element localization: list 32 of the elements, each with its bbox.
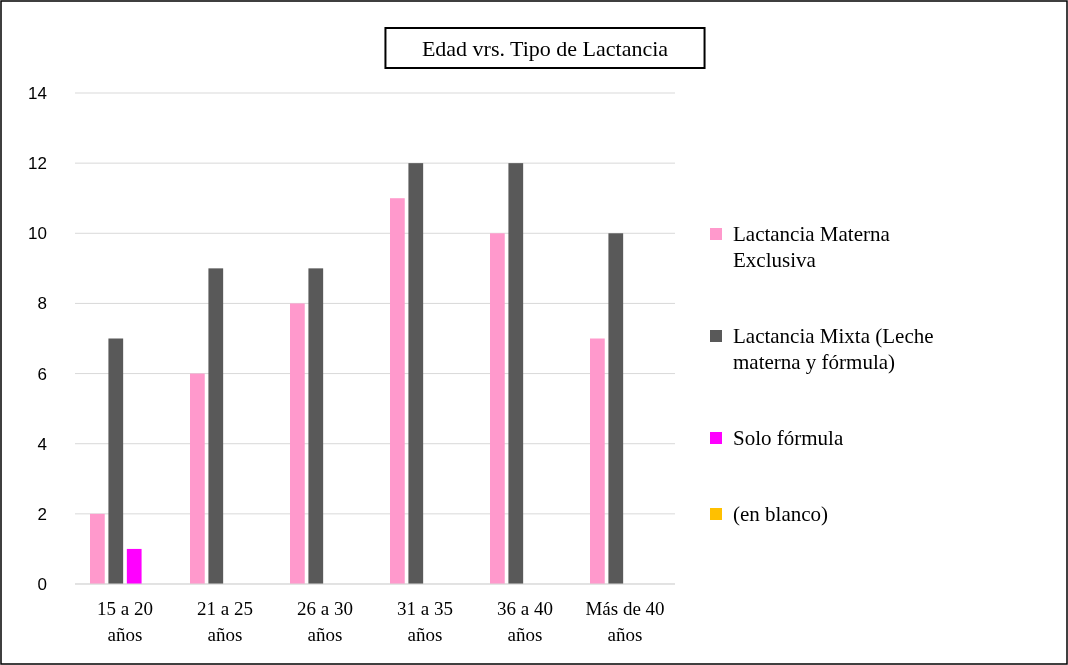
- legend-label: Lactancia Materna Exclusiva: [733, 222, 891, 272]
- y-tick-label: 10: [28, 224, 47, 244]
- legend-label: Lactancia Mixta (Leche materna y fórmula): [733, 324, 934, 374]
- bar: [490, 233, 505, 584]
- bar: [208, 268, 224, 584]
- bar: [190, 373, 205, 584]
- x-tick-label: 31 a 35 años: [397, 598, 453, 645]
- x-tick-label: 21 a 25 años: [197, 598, 253, 645]
- bar: [590, 338, 605, 584]
- bar: [126, 548, 142, 584]
- y-tick-label: 4: [37, 434, 47, 454]
- bar: [90, 513, 105, 584]
- bar: [608, 233, 624, 584]
- x-tick-label: Más de 40 años: [585, 598, 665, 645]
- bar: [390, 198, 405, 584]
- x-tick-label: 15 a 20 años: [97, 598, 153, 645]
- y-tick-label: 2: [37, 504, 47, 524]
- bar: [290, 303, 305, 584]
- y-tick-label: 6: [37, 364, 47, 384]
- x-tick-label: 36 a 40 años: [497, 598, 553, 645]
- y-tick-label: 14: [28, 84, 47, 103]
- bar: [408, 163, 424, 584]
- legend-label: Solo fórmula: [733, 426, 844, 450]
- bar: [108, 338, 124, 584]
- y-tick-label: 12: [28, 154, 47, 174]
- chart-title: Edad vrs. Tipo de Lactancia: [421, 36, 669, 61]
- y-tick-label: 0: [37, 575, 47, 594]
- bar: [508, 163, 524, 584]
- bar: [308, 268, 324, 584]
- y-tick-label: 8: [37, 294, 47, 314]
- legend-label: (en blanco): [733, 502, 829, 526]
- x-tick-label: 26 a 30 años: [297, 598, 353, 645]
